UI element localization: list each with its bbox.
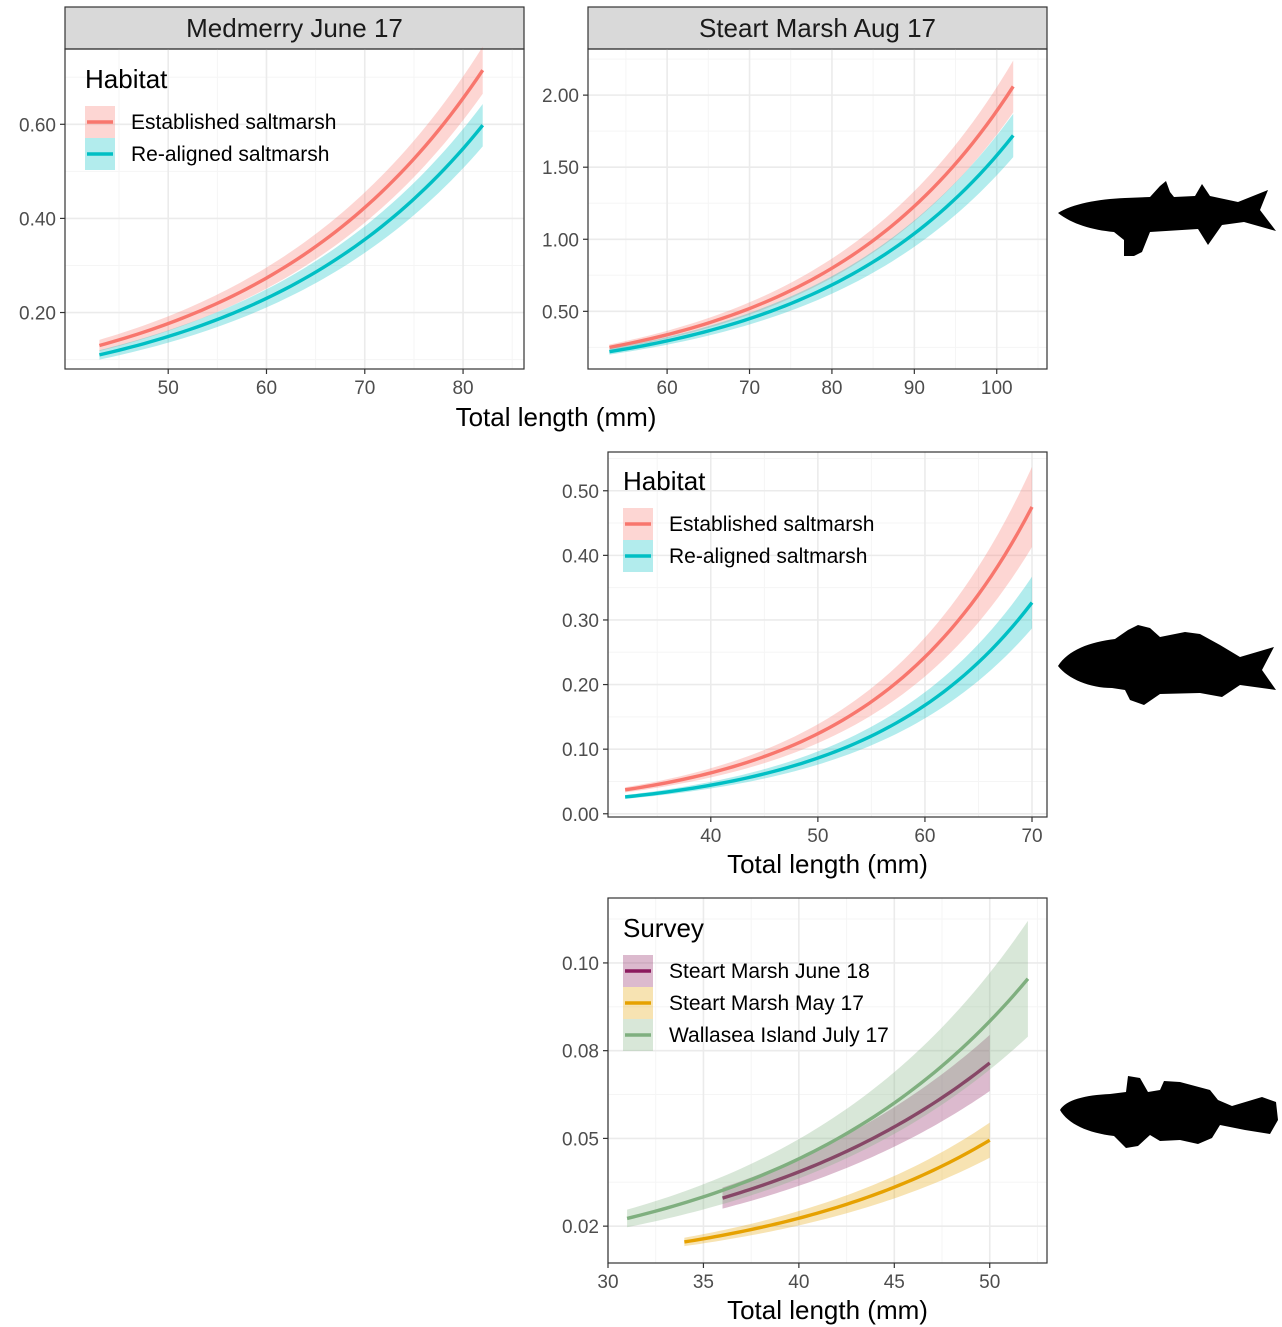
y-tick-label: 2.00 bbox=[542, 86, 579, 107]
y-tick-label: 0.50 bbox=[562, 482, 599, 503]
x-tick-label: 60 bbox=[657, 378, 678, 399]
series-line-0 bbox=[609, 85, 1015, 350]
legend-title: Habitat bbox=[85, 64, 168, 94]
y-tick-label: 0.40 bbox=[562, 546, 599, 567]
series-line-1 bbox=[684, 1138, 991, 1244]
legend-title: Survey bbox=[623, 913, 704, 943]
bass-fish-silhouette-icon bbox=[1058, 625, 1276, 705]
plot-area-middle: 40 50 60 70 0.00 0.10 0.20 0.30 0.40 0.50 Habitat E… bbox=[562, 452, 1047, 847]
x-tick-label: 50 bbox=[158, 378, 179, 399]
y-tick-label: 0.08 bbox=[562, 1042, 599, 1063]
x-tick-label: 40 bbox=[788, 1272, 809, 1293]
series-line-0 bbox=[722, 1061, 991, 1200]
x-tick-label: 40 bbox=[700, 826, 721, 847]
x-tick-label: 45 bbox=[884, 1272, 905, 1293]
strip-title-steart-aug: Steart Marsh Aug 17 bbox=[699, 13, 936, 43]
panel-border-bottom bbox=[607, 897, 1048, 1264]
legend-label: Wallasea Island July 17 bbox=[669, 1024, 889, 1047]
legend-label: Established saltmarsh bbox=[131, 111, 336, 134]
x-tick-label: 70 bbox=[1021, 826, 1042, 847]
x-tick-label: 30 bbox=[597, 1272, 618, 1293]
y-tick-label: 1.00 bbox=[542, 230, 579, 251]
x-tick-label: 60 bbox=[914, 826, 935, 847]
panel-bottom: 30 35 40 45 50 0.02 0.05 0.08 0.10 Survey Steart M… bbox=[562, 897, 1048, 1325]
y-tick-label: 0.02 bbox=[562, 1217, 599, 1238]
plot-area-steart-aug: 60 70 80 90 100 0.50 1.00 1.50 2.00 bbox=[542, 49, 1047, 399]
x-tick-label: 35 bbox=[693, 1272, 714, 1293]
y-tick-label: 0.30 bbox=[562, 611, 599, 632]
plot-area-medmerry: 50 60 70 80 0.20 0.40 0.60 Habitat Established s… bbox=[19, 46, 524, 399]
confidence-ribbon-0 bbox=[722, 1034, 990, 1209]
y-tick-label: 0.20 bbox=[562, 676, 599, 697]
panel-border-medmerry bbox=[64, 48, 525, 370]
y-tick-label: 0.50 bbox=[542, 302, 579, 323]
legend-label: Re-aligned saltmarsh bbox=[669, 545, 867, 568]
y-tick-label: 0.00 bbox=[562, 805, 599, 826]
series-line-1 bbox=[99, 124, 485, 357]
y-tick-label: 0.05 bbox=[562, 1129, 599, 1150]
legend: Habitat Established saltmarsh Re-aligned s… bbox=[85, 64, 336, 170]
confidence-ribbon-1 bbox=[684, 1122, 990, 1247]
strip-medmerry bbox=[64, 6, 525, 50]
strip-title-medmerry: Medmerry June 17 bbox=[186, 13, 403, 43]
y-tick-label: 0.60 bbox=[19, 115, 56, 136]
y-tick-label: 0.20 bbox=[19, 304, 56, 325]
strip-steart-aug bbox=[587, 6, 1048, 50]
panel-steart-aug: Steart Marsh Aug 17 60 70 80 90 100 0.50 1.00 1… bbox=[542, 6, 1048, 399]
x-axis-title-bottom: Total length (mm) bbox=[727, 1295, 928, 1325]
series-line-0 bbox=[98, 69, 485, 348]
legend: Survey Steart Marsh June 18 Steart Marsh M… bbox=[623, 913, 889, 1051]
x-tick-label: 80 bbox=[452, 378, 473, 399]
x-tick-label: 100 bbox=[981, 378, 1013, 399]
legend-label: Steart Marsh May 17 bbox=[669, 992, 864, 1015]
y-tick-label: 0.10 bbox=[562, 954, 599, 975]
plot-area-bottom: 30 35 40 45 50 0.02 0.05 0.08 0.10 Survey Steart M… bbox=[562, 898, 1047, 1293]
legend-title: Habitat bbox=[623, 466, 706, 496]
x-tick-label: 90 bbox=[904, 378, 925, 399]
x-tick-label: 50 bbox=[979, 1272, 1000, 1293]
x-axis-title-middle: Total length (mm) bbox=[727, 849, 928, 879]
y-tick-label: 0.10 bbox=[562, 740, 599, 761]
panel-border-steart-aug bbox=[587, 48, 1048, 370]
panel-middle: 40 50 60 70 0.00 0.10 0.20 0.30 0.40 0.50 Habitat E… bbox=[562, 451, 1048, 879]
legend: Habitat Established saltmarsh Re-aligned s… bbox=[623, 466, 874, 572]
legend-label: Re-aligned saltmarsh bbox=[131, 143, 329, 166]
goby-fish-silhouette-icon bbox=[1060, 1076, 1278, 1148]
confidence-ribbon-2 bbox=[627, 920, 1028, 1228]
mullet-fish-silhouette-icon bbox=[1058, 181, 1276, 256]
panel-border-middle bbox=[607, 451, 1048, 818]
y-tick-label: 1.50 bbox=[542, 158, 579, 179]
x-axis-title-top: Total length (mm) bbox=[456, 402, 657, 432]
series-line-2 bbox=[626, 977, 1030, 1221]
panel-medmerry: Medmerry June 17 50 60 70 80 0.20 0.40 0.60 Hab… bbox=[19, 6, 525, 399]
x-tick-label: 70 bbox=[354, 378, 375, 399]
y-tick-label: 0.40 bbox=[19, 209, 56, 230]
x-tick-label: 80 bbox=[821, 378, 842, 399]
series-line-0 bbox=[624, 506, 1034, 792]
x-tick-label: 50 bbox=[807, 826, 828, 847]
series-line-1 bbox=[624, 601, 1034, 799]
legend-label: Steart Marsh June 18 bbox=[669, 960, 870, 983]
legend-label: Established saltmarsh bbox=[669, 513, 874, 536]
x-tick-label: 60 bbox=[256, 378, 277, 399]
series-line-1 bbox=[609, 134, 1015, 354]
x-tick-label: 70 bbox=[739, 378, 760, 399]
